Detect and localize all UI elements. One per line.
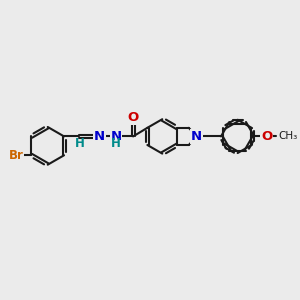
Text: H: H [74, 137, 84, 150]
Text: N: N [94, 130, 105, 143]
Text: CH₃: CH₃ [278, 131, 298, 141]
Text: H: H [111, 137, 121, 150]
Text: Br: Br [8, 149, 23, 162]
Text: O: O [261, 130, 272, 143]
Text: N: N [110, 130, 122, 143]
Text: N: N [191, 130, 202, 143]
Text: O: O [128, 111, 139, 124]
